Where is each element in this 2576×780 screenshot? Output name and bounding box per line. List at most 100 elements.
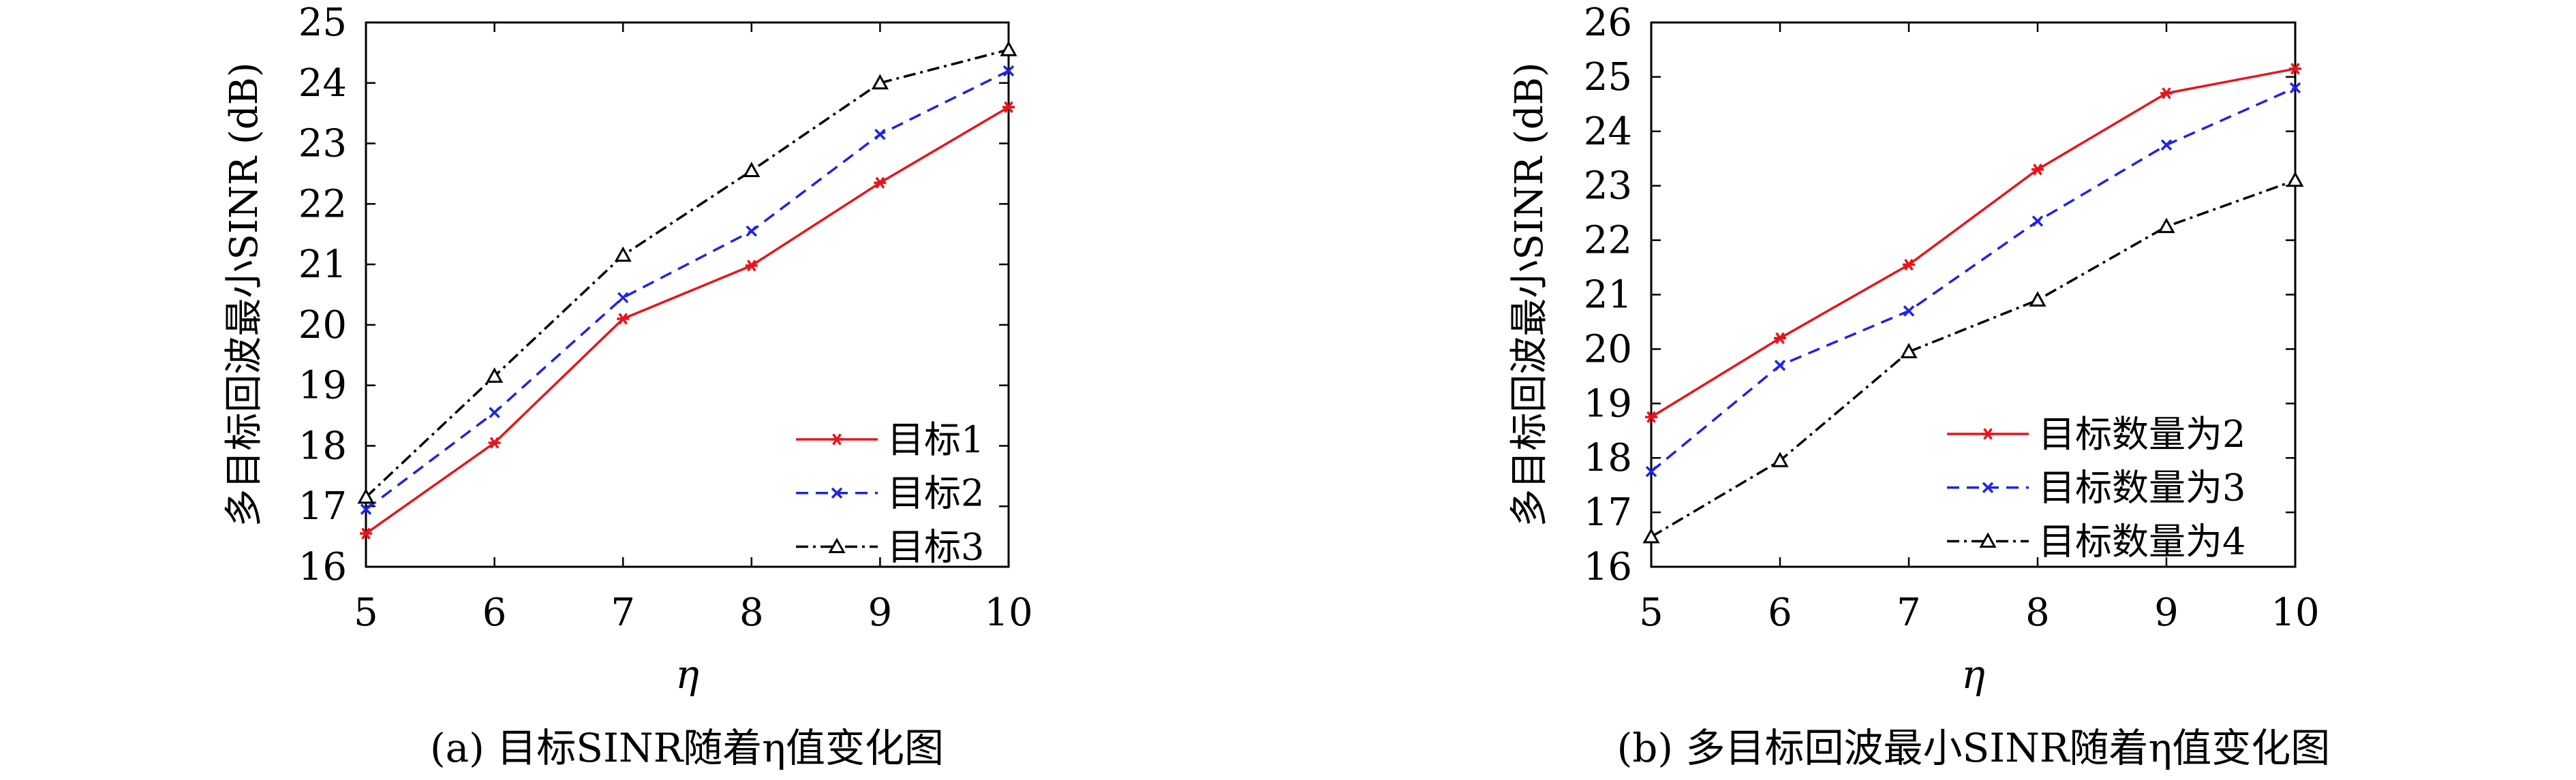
chart-b: 5 6 7 8 9 101617181920212223242526目标数量为2目标数量为…	[1507, 1, 2330, 771]
chart-b-series-1-point	[1774, 332, 1786, 345]
chart-b-series-1-point	[1645, 411, 1657, 423]
chart-a-series-2-point	[874, 129, 886, 140]
chart-b-series-3-point	[2286, 171, 2304, 187]
chart-a-series-2-point-stroke	[360, 503, 372, 515]
chart-b-series-1-point	[2031, 163, 2044, 176]
chart-a-x-tick-label: 7	[611, 591, 635, 635]
chart-b-y-axis-label: 多目标回波最小SINR (dB)	[1507, 62, 1552, 527]
chart-b-x-tick-label: 8	[2025, 591, 2050, 635]
chart-b-series-2-point	[1645, 465, 1657, 478]
chart-a-series-2-point-stroke	[617, 292, 629, 304]
chart-b-series-1-point	[2289, 63, 2301, 75]
chart-a-x-tick-label: 9	[868, 591, 893, 635]
chart-b-series-3-point-shape	[1642, 527, 1660, 544]
chart-a-series-2-point	[360, 503, 372, 515]
chart-a-series-3-point	[743, 161, 761, 178]
chart-a-series-2-point-stroke	[1002, 65, 1015, 77]
chart-b-x-tick-label: 10	[2271, 591, 2319, 635]
chart-a-series-1-point-stroke	[1004, 101, 1013, 113]
chart-b-series-1-point	[1903, 258, 1915, 271]
chart-b-legend-marker-1	[1982, 428, 1994, 440]
chart-a-x-axis-label: η	[675, 651, 699, 698]
chart-b-y-tick-label: 26	[1584, 1, 1632, 45]
chart-a-plot-frame	[365, 21, 1010, 568]
chart-a-series-3-point	[486, 367, 504, 383]
chart-b-series-2-point	[1774, 360, 1786, 371]
chart-b-series-1-point-stroke	[2290, 63, 2300, 75]
chart-a-legend-label-3: 目标3	[887, 525, 984, 568]
chart-a-x-tick-label: 10	[984, 591, 1032, 635]
chart-a-series-3-point-shape	[486, 367, 504, 383]
chart-a-y-tick-label: 21	[298, 243, 347, 287]
chart-b-series-3-point-shape	[1771, 452, 1789, 467]
chart-a-series-2-point	[1002, 65, 1015, 77]
chart-b-series-1-point-stroke	[2162, 87, 2171, 99]
chart-a-series-2-line	[365, 69, 1009, 511]
chart-b-legend: 目标数量为2 目标数量为3 目标数量为4	[1947, 413, 2245, 563]
chart-b-series-3-point-shape	[2286, 171, 2304, 187]
chart-a-legend-marker-2-stroke	[831, 487, 843, 499]
chart-b-y-tick-label: 23	[1584, 164, 1632, 208]
chart-a-series-1-point	[874, 176, 887, 189]
chart-b-series-3-point	[1900, 343, 1918, 358]
chart-b-series-3-point	[1771, 452, 1789, 467]
chart-a-caption: (a) 目标SINR随着η值变化图	[430, 725, 944, 771]
chart-a-series-3-point-shape	[1000, 40, 1017, 57]
chart-b-series-3-point-shape	[2029, 291, 2046, 307]
chart-a-x-tick-label: 5	[354, 591, 378, 635]
chart-b-legend-marker-2-stroke	[1982, 482, 1994, 493]
chart-b-series-3-line	[1651, 179, 2296, 538]
chart-b-series-2-point-stroke	[1645, 465, 1657, 478]
chart-b-series-1-line	[1651, 67, 2296, 418]
chart-a-series-3-point	[1000, 40, 1017, 57]
chart-a-series-2-point-stroke	[746, 225, 758, 237]
chart-a-legend: 目标1 目标2 目标3	[796, 418, 984, 568]
chart-a-y-tick-label: 20	[298, 303, 347, 347]
chart-a-y-tick-label: 16	[298, 545, 347, 589]
chart-a-y-axis-label: 多目标回波最小SINR (dB)	[222, 62, 266, 527]
chart-a-x-tick-label: 8	[739, 591, 764, 635]
chart-b-series-3-point	[2029, 291, 2046, 307]
chart-a-legend-marker-3	[828, 537, 846, 553]
chart-a-series-3-point	[357, 488, 375, 504]
chart-a-series-2-point	[489, 407, 500, 418]
chart-a-series-1-point	[745, 260, 758, 272]
chart-a-series-3-point-shape	[871, 74, 889, 90]
chart-a-x-tick-label: 6	[482, 591, 507, 635]
chart-a-legend-marker-1-stroke	[832, 433, 842, 446]
chart-b-legend-marker-1-stroke	[1983, 428, 1993, 440]
chart-a-y-tick-label: 25	[298, 1, 347, 45]
chart-a-series-3-point	[871, 74, 889, 90]
chart-b-series-1-point-stroke	[2033, 163, 2042, 176]
chart-b-x-tick-label: 7	[1897, 591, 1921, 635]
chart-b-y-tick-label: 25	[1584, 55, 1632, 99]
chart-a-series-1-point	[488, 437, 501, 449]
chart-b-series-1-point-stroke	[1775, 332, 1785, 345]
chart-a-series-1-point	[1002, 101, 1015, 113]
chart-a-series-1-point-stroke	[746, 260, 756, 272]
chart-b-series-1-point	[2160, 87, 2173, 99]
chart-b-y-tick-label: 24	[1584, 110, 1632, 154]
chart-a-y-tick-label: 24	[298, 61, 347, 106]
chart-b-x-tick-label: 9	[2154, 591, 2179, 635]
chart-b-legend-marker-3	[1979, 532, 1997, 548]
chart-b-series-3-point-shape	[1900, 343, 1918, 358]
chart-b-series-2-point	[2289, 82, 2301, 94]
chart-a-legend-label-2: 目标2	[887, 472, 984, 515]
chart-b-series-2-point-stroke	[2289, 82, 2301, 94]
chart-b-series-2-point	[1903, 305, 1915, 317]
chart-a-legend-marker-1	[831, 433, 843, 446]
chart-a-series-1-line	[365, 106, 1009, 535]
chart-b-series-2-line	[1650, 87, 2296, 473]
chart-a-series-2-point	[746, 225, 758, 237]
chart-b-series-2-point	[2031, 215, 2044, 227]
chart-b-y-tick-label: 17	[1584, 490, 1632, 535]
chart-a: 5 6 7 8 9 10 16 17 18 19 20 21 22 23 24 25 目标1 目标2 目标3 η 多目标…	[222, 1, 1033, 771]
chart-a-y-tick-label: 19	[298, 364, 347, 408]
chart-b-legend-label-2: 目标数量为3	[2038, 467, 2245, 510]
chart-a-series-1-point-stroke	[361, 527, 371, 540]
chart-a-y-tick-label: 17	[298, 484, 347, 529]
chart-a-series-2-point	[617, 292, 629, 304]
chart-b-legend-label-3: 目标数量为4	[2038, 520, 2245, 563]
